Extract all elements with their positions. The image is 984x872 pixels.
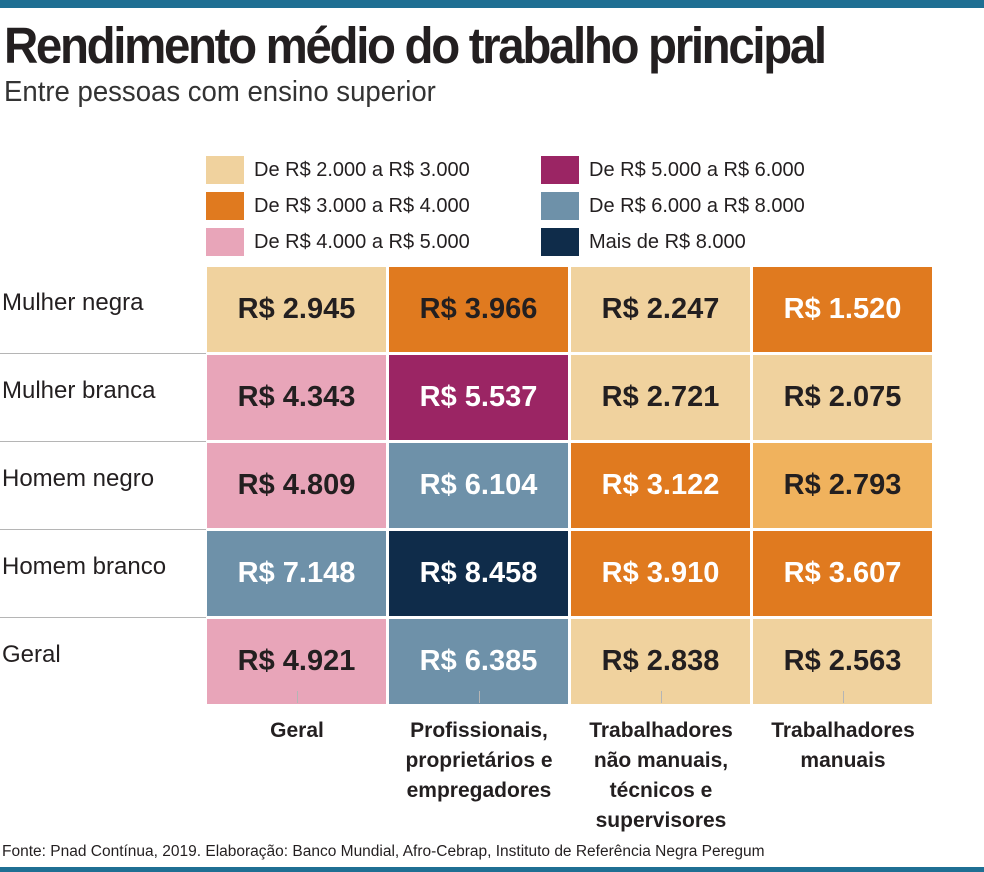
legend-label: De R$ 5.000 a R$ 6.000 (589, 158, 805, 181)
heatmap-cell: R$ 4.809 (207, 443, 386, 528)
heatmap-cell: R$ 3.607 (753, 531, 932, 616)
column-label-line: empregadores (406, 779, 552, 802)
legend-label: De R$ 6.000 a R$ 8.000 (589, 194, 805, 217)
heatmap-cell: R$ 6.104 (389, 443, 568, 528)
row-label: Mulher branca (2, 377, 156, 404)
heatmap-cell: R$ 3.122 (571, 443, 750, 528)
heatmap-cell: R$ 6.385 (389, 619, 568, 704)
heatmap-cell: R$ 3.966 (389, 267, 568, 352)
row-divider (0, 353, 206, 354)
chart-subtitle: Entre pessoas com ensino superior (4, 76, 436, 108)
row-label: Geral (2, 641, 61, 668)
legend-item: Mais de R$ 8.000 (541, 227, 746, 257)
column-label-line: supervisores (595, 809, 727, 832)
legend-label: De R$ 3.000 a R$ 4.000 (254, 194, 470, 217)
heatmap-cell: R$ 2.247 (571, 267, 750, 352)
column-label: Profissionais, proprietários e empregadore… (389, 716, 569, 806)
legend-swatch (206, 192, 244, 220)
legend-swatch (541, 228, 579, 256)
column-tick (297, 691, 298, 703)
column-label: Trabalhadores não manuais, técnicos e super… (571, 716, 751, 836)
legend-label: De R$ 4.000 a R$ 5.000 (254, 230, 470, 253)
legend-swatch (206, 228, 244, 256)
heatmap-cell: R$ 2.945 (207, 267, 386, 352)
column-label-line: Trabalhadores (589, 719, 733, 742)
bottom-accent-bar (0, 867, 984, 872)
row-divider (0, 617, 206, 618)
legend-swatch (206, 156, 244, 184)
legend-item: De R$ 4.000 a R$ 5.000 (206, 227, 470, 257)
column-label-line: não manuais, (593, 749, 729, 772)
row-label: Homem branco (2, 553, 167, 580)
heatmap-cell: R$ 3.910 (571, 531, 750, 616)
column-label-line: Trabalhadores (771, 719, 915, 742)
heatmap-cell: R$ 2.793 (753, 443, 932, 528)
column-label-line: proprietários e (405, 749, 553, 772)
column-label: Trabalhadores manuais (753, 716, 933, 776)
chart-title: Rendimento médio do trabalho principal (4, 17, 827, 74)
legend-label: De R$ 2.000 a R$ 3.000 (254, 158, 470, 181)
heatmap-cell: R$ 4.921 (207, 619, 386, 704)
heatmap-cell: R$ 2.563 (753, 619, 932, 704)
legend-swatch (541, 156, 579, 184)
column-label-line: Profissionais, (410, 719, 548, 742)
column-label-line: técnicos e (609, 779, 713, 802)
row-divider (0, 441, 206, 442)
heatmap-cell: R$ 7.148 (207, 531, 386, 616)
heatmap-cell: R$ 4.343 (207, 355, 386, 440)
row-divider (0, 529, 206, 530)
legend-item: De R$ 6.000 a R$ 8.000 (541, 191, 805, 221)
heatmap-cell: R$ 5.537 (389, 355, 568, 440)
legend-item: De R$ 5.000 a R$ 6.000 (541, 155, 805, 185)
legend-swatch (541, 192, 579, 220)
column-tick (843, 691, 844, 703)
legend-label: Mais de R$ 8.000 (589, 230, 746, 253)
column-label-line: Geral (270, 719, 324, 742)
column-label: Geral (207, 716, 387, 746)
legend-item: De R$ 2.000 a R$ 3.000 (206, 155, 470, 185)
top-accent-bar (0, 0, 984, 8)
heatmap-cell: R$ 2.721 (571, 355, 750, 440)
column-tick (661, 691, 662, 703)
row-label: Mulher negra (2, 289, 144, 316)
heatmap-cell: R$ 8.458 (389, 531, 568, 616)
column-tick (479, 691, 480, 703)
column-label-line: manuais (800, 749, 886, 772)
heatmap-cell: R$ 2.075 (753, 355, 932, 440)
heatmap-cell: R$ 1.520 (753, 267, 932, 352)
source-note: Fonte: Pnad Contínua, 2019. Elaboração: … (2, 843, 765, 860)
heatmap-cell: R$ 2.838 (571, 619, 750, 704)
row-label: Homem negro (2, 465, 155, 492)
legend-item: De R$ 3.000 a R$ 4.000 (206, 191, 470, 221)
